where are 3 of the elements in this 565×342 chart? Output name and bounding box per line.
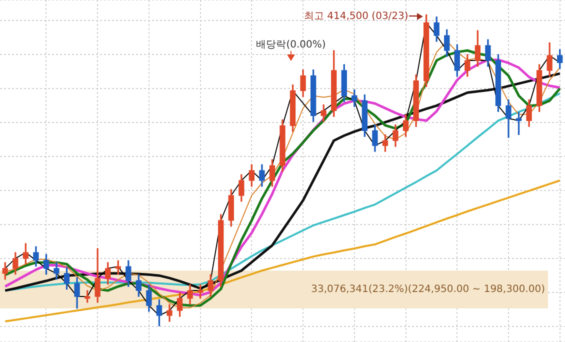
annotation: 배당락(0.00%) <box>256 40 326 51</box>
band-label: 33,076,341(23.2%)(224,950.00 ~ 198,300.00) <box>311 284 546 296</box>
annotation: 최고 414,500 (03/23) <box>304 11 408 22</box>
